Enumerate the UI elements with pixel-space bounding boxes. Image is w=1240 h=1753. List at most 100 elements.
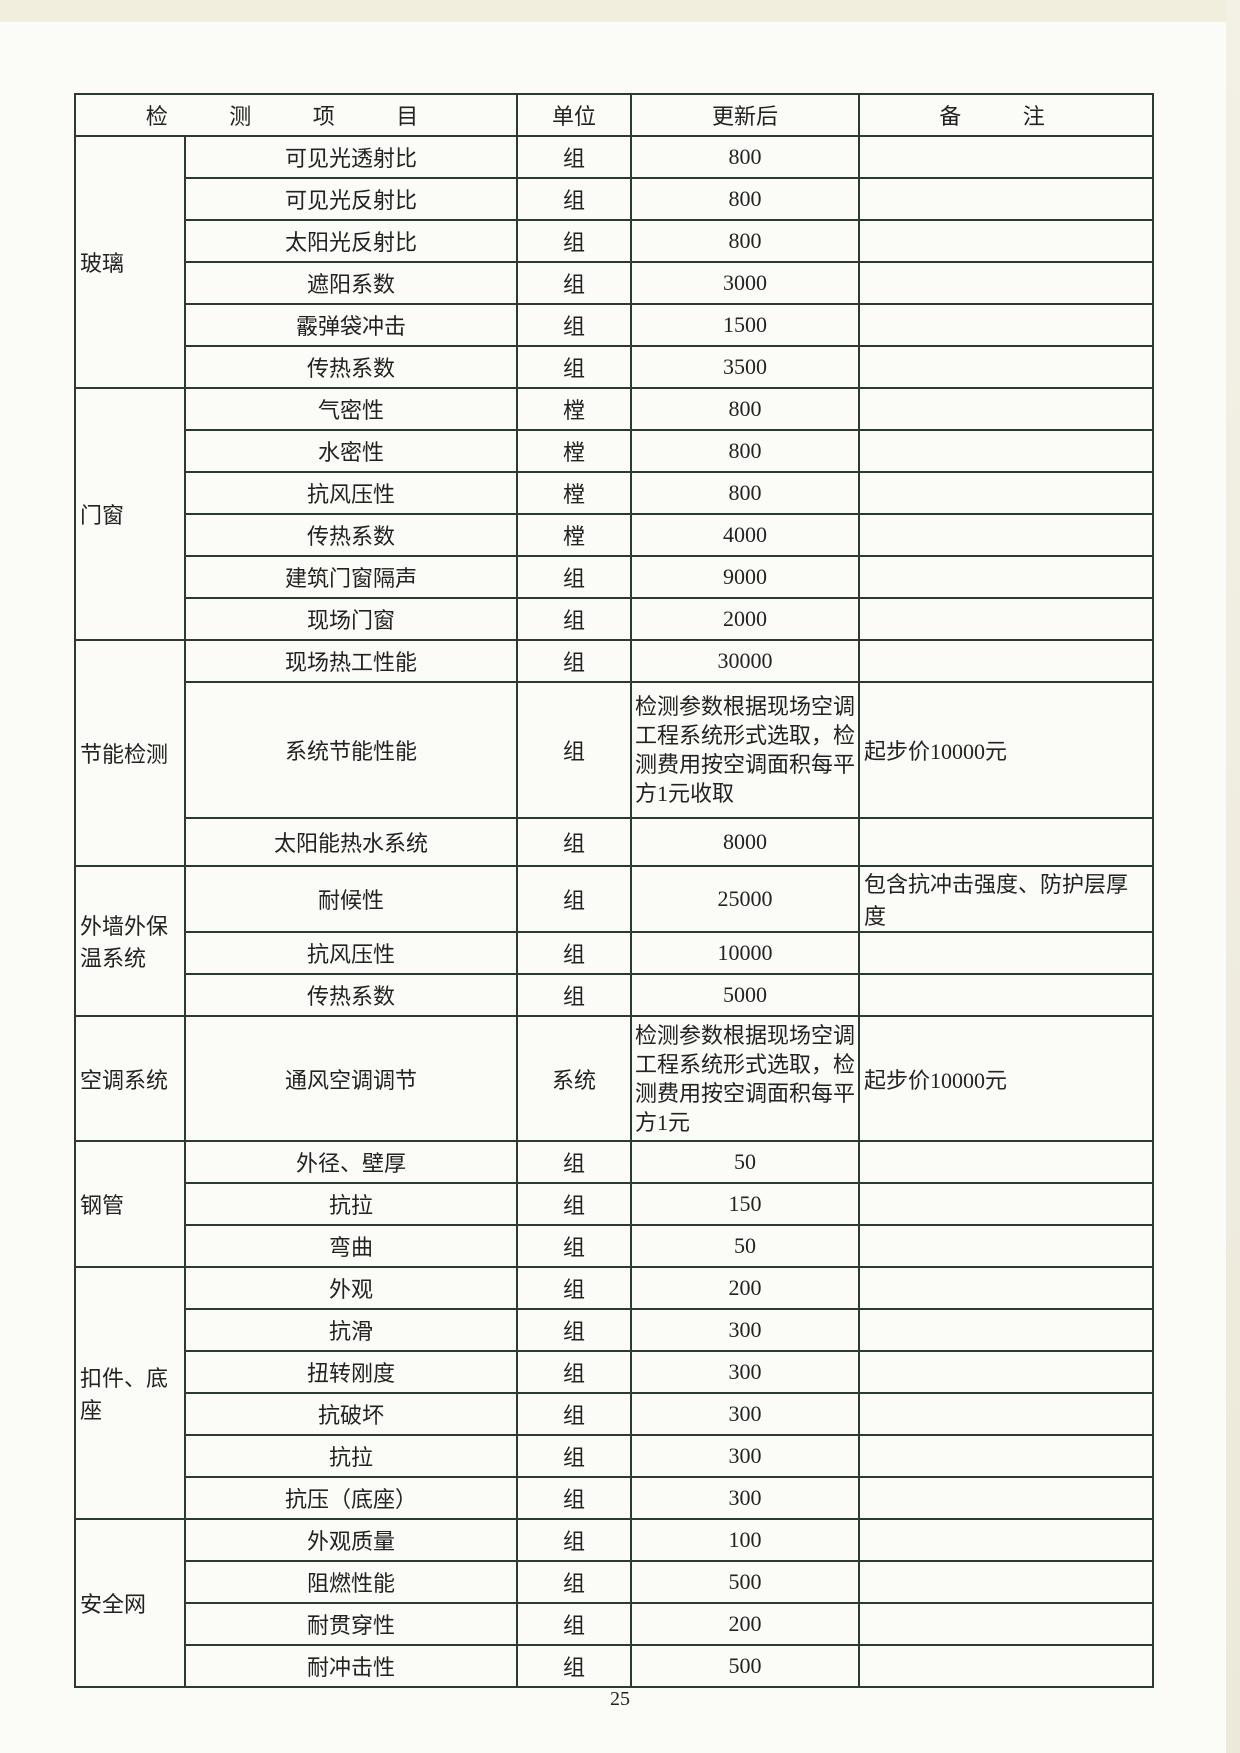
unit-cell: 组	[516, 219, 633, 263]
item-cell: 抗拉	[183, 1182, 519, 1226]
table-row: 抗风压性组 10000	[75, 931, 1155, 975]
unit-cell: 组	[516, 865, 633, 933]
price-cell: 25000	[630, 865, 861, 933]
unit-cell: 樘	[516, 513, 633, 557]
table-row: 太阳光反射比组 800	[75, 219, 1155, 263]
table-row: 阻燃性能组 500	[75, 1560, 1155, 1604]
unit-cell: 组	[516, 555, 633, 599]
note-cell	[858, 1140, 1155, 1184]
unit-cell: 樘	[516, 429, 633, 473]
table-row: 传热系数樘 4000	[75, 513, 1155, 557]
note-cell	[858, 387, 1155, 431]
unit-cell: 组	[516, 597, 633, 641]
item-cell: 遮阳系数	[183, 261, 519, 305]
price-cell: 800	[630, 219, 861, 263]
unit-cell: 樘	[516, 387, 633, 431]
unit-cell: 组	[516, 1476, 633, 1520]
table-row: 建筑门窗隔声组 9000	[75, 555, 1155, 599]
scan-top-band	[0, 0, 1240, 22]
item-cell: 外观质量	[183, 1518, 519, 1562]
header-price: 更新后	[630, 93, 861, 137]
item-cell: 扭转刚度	[183, 1350, 519, 1394]
unit-cell: 组	[516, 1644, 633, 1688]
unit-cell: 组	[516, 1140, 633, 1184]
table-row: 抗滑组 300	[75, 1308, 1155, 1352]
item-cell: 外径、壁厚	[183, 1140, 519, 1184]
unit-cell: 组	[516, 639, 633, 683]
table-row: 霰弹袋冲击组 1500	[75, 303, 1155, 347]
table-row: 节能检测 现场热工性能组 30000	[74, 639, 1155, 867]
category-cell: 玻璃	[74, 135, 186, 389]
unit-cell: 组	[516, 303, 633, 347]
unit-cell: 组	[516, 1308, 633, 1352]
item-cell: 霰弹袋冲击	[183, 303, 519, 347]
price-cell: 800	[630, 387, 861, 431]
price-cell: 300	[630, 1350, 861, 1394]
price-cell: 300	[630, 1392, 861, 1436]
table-row: 遮阳系数组 3000	[75, 261, 1155, 305]
table-row: 扣件、底座 外观组 200	[74, 1266, 1155, 1520]
note-cell	[858, 471, 1155, 515]
price-cell: 检测参数根据现场空调工程系统形式选取，检测费用按空调面积每平方1元收取	[630, 681, 861, 819]
price-cell: 9000	[630, 555, 861, 599]
unit-cell: 组	[516, 177, 633, 221]
table-row: 可见光反射比组 800	[75, 177, 1155, 221]
note-cell	[858, 303, 1155, 347]
item-cell: 系统节能性能	[183, 681, 519, 819]
note-cell	[858, 1182, 1155, 1226]
price-cell: 5000	[630, 973, 861, 1017]
unit-cell: 组	[516, 817, 633, 867]
table-row: 抗风压性樘 800	[75, 471, 1155, 515]
note-cell	[858, 973, 1155, 1017]
price-cell: 200	[630, 1266, 861, 1310]
note-cell	[858, 1224, 1155, 1268]
unit-cell: 组	[516, 1224, 633, 1268]
item-cell: 现场热工性能	[183, 639, 519, 683]
item-cell: 耐贯穿性	[183, 1602, 519, 1646]
price-cell: 3000	[630, 261, 861, 305]
page-number: 25	[610, 1688, 630, 1710]
note-cell	[858, 639, 1155, 683]
note-cell	[858, 513, 1155, 557]
note-cell	[858, 1518, 1155, 1562]
table-row: 抗拉组 150	[75, 1182, 1155, 1226]
price-cell: 4000	[630, 513, 861, 557]
table-row: 抗拉组 300	[75, 1434, 1155, 1478]
item-cell: 传热系数	[183, 513, 519, 557]
item-cell: 建筑门窗隔声	[183, 555, 519, 599]
note-cell	[858, 429, 1155, 473]
price-cell: 800	[630, 177, 861, 221]
unit-cell: 组	[516, 1392, 633, 1436]
table-row: 水密性樘 800	[75, 429, 1155, 473]
price-cell: 800	[630, 135, 861, 179]
category-cell: 外墙外保温系统	[74, 865, 186, 1017]
note-cell	[858, 345, 1155, 389]
category-cell: 节能检测	[74, 639, 186, 867]
header-note: 备 注	[858, 93, 1155, 137]
item-cell: 气密性	[183, 387, 519, 431]
item-cell: 传热系数	[183, 345, 519, 389]
note-cell	[858, 1266, 1155, 1310]
note-cell	[858, 219, 1155, 263]
price-cell: 500	[630, 1644, 861, 1688]
item-cell: 耐候性	[183, 865, 519, 933]
note-cell	[858, 177, 1155, 221]
category-cell: 安全网	[74, 1518, 186, 1688]
table-row: 耐冲击性组 500	[75, 1644, 1155, 1688]
inspection-fee-table: 检 测 项 目 单位 更新后 备 注 玻璃 可见光透射比组 800 可见光反射比组 80…	[73, 93, 1155, 1688]
price-cell: 检测参数根据现场空调工程系统形式选取，检测费用按空调面积每平方1元	[630, 1015, 861, 1142]
table-row: 钢管 外径、壁厚组 50	[74, 1140, 1155, 1268]
category-cell: 门窗	[74, 387, 186, 641]
unit-cell: 组	[516, 1518, 633, 1562]
category-cell: 钢管	[74, 1140, 186, 1268]
price-cell: 800	[630, 471, 861, 515]
unit-cell: 组	[516, 931, 633, 975]
table-row: 传热系数组 3500	[75, 345, 1155, 389]
note-cell	[858, 555, 1155, 599]
table-row: 太阳能热水系统组 8000	[75, 817, 1155, 867]
unit-cell: 组	[516, 681, 633, 819]
item-cell: 现场门窗	[183, 597, 519, 641]
table-row: 弯曲组 50	[75, 1224, 1155, 1268]
item-cell: 太阳光反射比	[183, 219, 519, 263]
table-row: 安全网 外观质量组 100	[74, 1518, 1155, 1688]
